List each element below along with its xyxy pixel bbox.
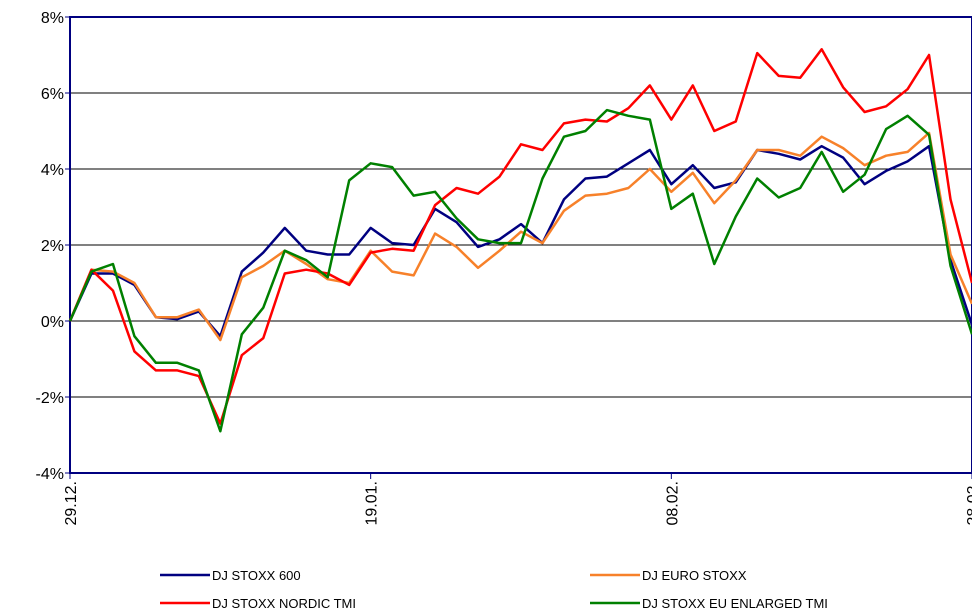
y-tick-label: -4%	[36, 466, 64, 483]
y-tick-label: 8%	[41, 10, 64, 27]
series-line	[68, 108, 972, 433]
series-line	[68, 131, 972, 342]
legend-label: DJ STOXX NORDIC TMI	[212, 596, 356, 611]
legend-label: DJ EURO STOXX	[642, 568, 747, 583]
y-tick-label: 2%	[41, 238, 64, 255]
x-tick-label: 08.02.	[664, 481, 681, 525]
x-tick-label: 29.12.	[63, 481, 80, 525]
x-tick-label: 28.02.	[965, 481, 972, 525]
y-tick-label: -2%	[36, 390, 64, 407]
y-tick-label: 6%	[41, 86, 64, 103]
legend-label: DJ STOXX 600	[212, 568, 301, 583]
series-line	[68, 48, 972, 425]
y-tick-label: 4%	[41, 162, 64, 179]
plot-frame	[69, 16, 972, 474]
y-tick-label: 0%	[41, 314, 64, 331]
x-tick-label: 19.01.	[364, 481, 381, 525]
legend-label: DJ STOXX EU ENLARGED TMI	[642, 596, 828, 611]
